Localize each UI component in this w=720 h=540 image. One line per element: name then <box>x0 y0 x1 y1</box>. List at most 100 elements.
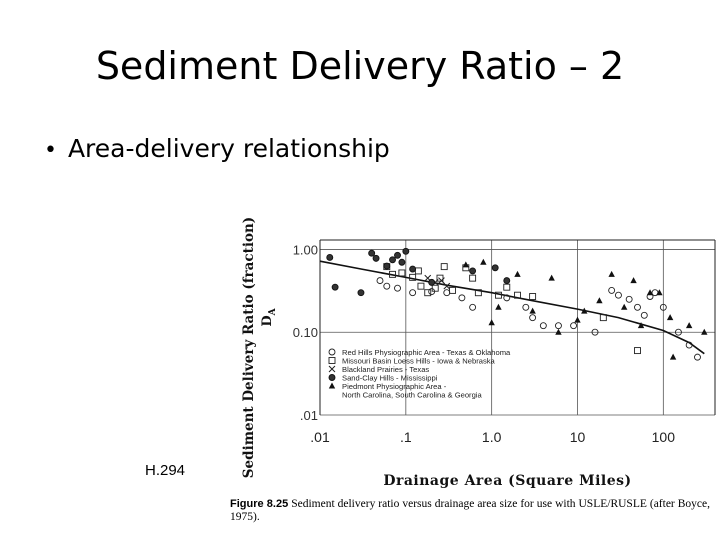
data-point <box>529 307 536 314</box>
data-point <box>701 328 708 335</box>
data-point <box>503 277 511 285</box>
bullet-item: • Area-delivery relationship <box>44 134 390 163</box>
chart: .01 .1 1.0 10 100 1.00 0.10 .01 Drainage Area (S… <box>241 217 716 489</box>
data-point <box>614 291 622 299</box>
data-point <box>458 294 466 302</box>
y-tick-label: 1.00 <box>293 242 318 257</box>
legend-label: Piedmont Physiographic Area - <box>342 382 447 391</box>
data-point <box>331 283 339 291</box>
data-point <box>436 274 444 282</box>
data-point <box>666 314 674 321</box>
data-point <box>428 278 436 286</box>
y-symbol-subscript: A <box>268 307 278 316</box>
data-point <box>634 347 641 355</box>
data-point <box>431 284 439 292</box>
legend-marker <box>328 348 336 356</box>
data-point <box>503 283 511 291</box>
bullet-text: Area-delivery relationship <box>67 134 390 163</box>
data-point <box>608 270 615 277</box>
caption-label: Figure 8.25 <box>230 498 289 510</box>
data-point <box>529 293 537 300</box>
x-tick-label: 100 <box>652 429 676 445</box>
fit-curve <box>319 260 705 355</box>
caption-text: Sediment delivery ratio versus drainage … <box>230 498 711 523</box>
data-point <box>581 307 588 314</box>
data-point <box>383 282 391 290</box>
y-tick-label: 0.10 <box>293 325 318 340</box>
data-point <box>326 254 334 261</box>
legend-marker <box>328 365 336 373</box>
x-tick-label: 10 <box>570 429 586 445</box>
data-point <box>443 282 451 290</box>
data-point <box>398 258 406 266</box>
x-axis-label: Drainage Area (Square Miles) <box>383 473 631 489</box>
data-point <box>514 291 521 299</box>
data-point <box>669 353 677 360</box>
data-point <box>383 262 391 270</box>
y-tick-label: .01 <box>300 408 318 423</box>
figure-caption: Figure 8.25 Sediment delivery ratio vers… <box>230 498 710 524</box>
data-point <box>522 303 530 311</box>
data-point <box>480 258 487 265</box>
data-point <box>414 267 422 275</box>
data-point <box>608 286 616 294</box>
data-point <box>596 297 603 304</box>
data-point <box>462 261 470 268</box>
data-point <box>548 274 555 281</box>
slide-title: Sediment Delivery Ratio – 2 <box>95 44 625 88</box>
x-tick-label: .01 <box>310 429 330 445</box>
data-point <box>529 314 537 322</box>
data-point <box>398 269 406 277</box>
figure: .01 .1 1.0 10 100 1.00 0.10 .01 Drainage Area (S… <box>225 195 720 540</box>
data-point <box>417 282 425 290</box>
legend-label-cont: North Carolina, South Carolina & Georgia <box>342 391 482 400</box>
data-point <box>514 270 521 277</box>
data-point <box>394 251 401 259</box>
y-axis-label: Sediment Delivery Ratio (fraction) <box>241 217 257 478</box>
data-point <box>449 286 456 294</box>
data-point <box>402 247 410 255</box>
data-point <box>656 289 663 296</box>
x-tick-label: 1.0 <box>482 429 502 445</box>
data-point <box>685 341 693 349</box>
data-point <box>469 303 477 311</box>
data-point <box>491 264 499 272</box>
data-point <box>599 314 607 322</box>
data-point <box>389 256 396 264</box>
data-point <box>539 322 547 330</box>
legend-marker <box>328 382 336 389</box>
data-point <box>368 249 376 257</box>
data-point <box>640 311 648 319</box>
data-point <box>574 316 581 323</box>
data-point <box>424 289 432 297</box>
legend-label: Missouri Basin Loess Hills - Iowa & Nebr… <box>342 357 496 366</box>
data-point <box>555 328 562 335</box>
data-point <box>488 319 495 326</box>
data-point <box>469 267 477 275</box>
data-point <box>555 322 562 330</box>
data-point <box>637 322 645 329</box>
data-point <box>372 254 380 262</box>
data-point <box>409 289 417 297</box>
data-point <box>674 328 682 336</box>
data-point <box>409 265 417 273</box>
data-point <box>591 328 599 336</box>
data-point <box>389 270 396 278</box>
data-point <box>625 295 633 303</box>
data-point <box>438 277 445 284</box>
data-point <box>474 289 482 297</box>
data-point <box>634 303 641 311</box>
data-point <box>685 322 693 329</box>
legend-marker <box>328 357 336 364</box>
data-point <box>495 291 502 299</box>
data-point <box>409 273 417 281</box>
legend-marker <box>328 374 336 381</box>
bullet-dot-icon: • <box>44 138 57 163</box>
data-point <box>440 263 448 271</box>
legend-label: Blackland Prairies - Texas <box>342 365 429 374</box>
data-point <box>620 303 628 310</box>
data-point <box>646 289 654 296</box>
x-tick-label: .1 <box>400 429 412 445</box>
data-point <box>570 322 578 330</box>
data-point <box>469 274 477 282</box>
